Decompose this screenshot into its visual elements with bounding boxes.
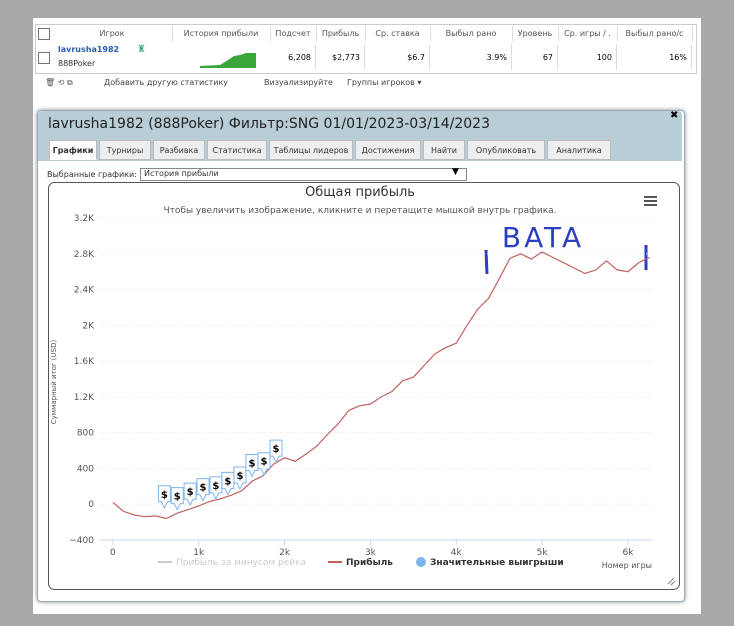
menu[interactable]: [644, 196, 657, 206]
x-tick-label: 2k: [279, 548, 291, 558]
win-flag-label: $: [174, 492, 181, 503]
tab[interactable]: Найти: [423, 140, 465, 160]
select-arrow: ▼: [452, 167, 459, 177]
win-flag-label: $: [187, 487, 194, 498]
tab[interactable]: Аналитика: [547, 140, 611, 160]
column-header[interactable]: Ср. игры / .: [558, 26, 618, 41]
cell: 6,208: [270, 44, 316, 70]
x-tick-label: 0: [110, 548, 116, 558]
win-flag: [209, 476, 223, 500]
chart-subtitle: Чтобы увеличить изображение, кликните и …: [163, 206, 556, 216]
win-flag: [221, 471, 235, 496]
column-header[interactable]: Прибыль: [316, 26, 366, 41]
y-tick-label: 2.8K: [74, 250, 95, 260]
win-flag-label: $: [273, 444, 280, 455]
tab[interactable]: Разбивка: [153, 140, 205, 160]
tab[interactable]: Статистика: [207, 140, 267, 160]
chart-title: Общая прибыль: [305, 185, 415, 200]
select[interactable]: История прибыли: [140, 168, 467, 181]
column-header[interactable]: Подсчет: [270, 26, 317, 41]
x-tick-label: 4k: [451, 548, 463, 558]
resize-handle[interactable]: [667, 577, 676, 586]
add-stat[interactable]: Добавить другую статистику: [104, 78, 229, 87]
y-tick-label: 1.6K: [74, 357, 95, 367]
chart-frame: [48, 182, 680, 590]
win-flag: [269, 439, 283, 464]
column-header[interactable]: История прибыли: [172, 26, 271, 41]
win-flag-label: $: [248, 458, 255, 469]
select-label: Выбранные графики:: [47, 170, 137, 179]
cell: 3.9%: [430, 44, 512, 70]
y-tick-label: 800: [77, 429, 94, 439]
groups[interactable]: Группы игроков ▾: [347, 78, 422, 87]
legend-item: Прибыль: [346, 557, 393, 568]
win-flag-label: $: [236, 471, 243, 482]
cell: 100: [558, 44, 617, 70]
win-flag: [245, 453, 259, 478]
x-axis-label: Номер игры: [602, 561, 652, 570]
win-flag-label: $: [212, 481, 219, 492]
column-header[interactable]: Игрок: [52, 26, 173, 41]
win-flag-label: $: [224, 476, 231, 487]
x-tick-label: 1k: [193, 548, 205, 558]
win-flag: [170, 487, 184, 511]
x-tick-label: 6k: [622, 548, 634, 558]
visualize[interactable]: Визуализируйте: [264, 78, 333, 87]
x-tick-label: 5k: [537, 548, 549, 558]
win-flag: [196, 478, 210, 502]
legend-item: Значительные выигрыши: [430, 558, 564, 568]
chart: Общая прибыль Чтобы увеличить изображени…: [48, 182, 680, 590]
column-header[interactable]: Выбыл рано/с: [617, 26, 693, 41]
x-tick-label: 3k: [365, 548, 377, 558]
y-tick-label: 2.4K: [74, 286, 95, 296]
y-tick-label: 1.2K: [74, 393, 95, 403]
window-title: lavrusha1982 (888Poker) Фильтр:SNG 01/01…: [48, 116, 490, 132]
win-flag: [157, 485, 171, 509]
y-axis-label: Суммарный итог (USD): [50, 340, 58, 425]
legend-symbol: [416, 557, 426, 567]
win-flag: [257, 452, 271, 476]
tab[interactable]: Графики: [49, 140, 97, 160]
win-flag-label: $: [260, 457, 267, 468]
profit-line: [112, 251, 650, 520]
y-tick-label: 400: [77, 464, 94, 474]
legend-item: Прибыль за минусом рейка: [176, 558, 306, 568]
y-tick-label: 3.2K: [74, 214, 95, 224]
cell: 67: [512, 44, 558, 70]
tab[interactable]: Опубликовать: [467, 140, 545, 160]
icon: ♜: [137, 44, 146, 55]
y-tick-label: −400: [69, 536, 94, 546]
win-flag-label: $: [200, 483, 207, 494]
win-flag-label: $: [161, 490, 168, 501]
checkbox[interactable]: [38, 52, 50, 64]
tab[interactable]: Таблицы лидеров: [269, 140, 353, 160]
cell: $2,773: [316, 44, 365, 70]
tab[interactable]: Достижения: [355, 140, 421, 160]
tab[interactable]: Турниры: [99, 140, 151, 160]
player-link[interactable]: lavrusha1982: [58, 45, 120, 54]
toolbar-icons[interactable]: 🗑 ⟲ ⧉: [45, 78, 73, 87]
stats-table: [35, 24, 697, 74]
y-tick-label: 2K: [82, 321, 95, 331]
checkbox[interactable]: [38, 28, 50, 40]
y-tick-label: 0: [88, 500, 94, 510]
column-header[interactable]: Уровень: [512, 26, 559, 41]
sparkline: [200, 53, 256, 68]
close[interactable]: ✖: [670, 110, 679, 121]
win-flag: [183, 482, 197, 507]
column-header[interactable]: Выбыл рано: [430, 26, 513, 41]
column-header[interactable]: Ср. ставка: [365, 26, 431, 41]
cell: 16%: [617, 44, 692, 70]
annotation-stroke: [484, 249, 489, 275]
annotation: BATA: [502, 221, 584, 254]
cell: $6.7: [365, 44, 430, 70]
site: 888Poker: [58, 59, 96, 68]
win-flag: [233, 466, 247, 491]
